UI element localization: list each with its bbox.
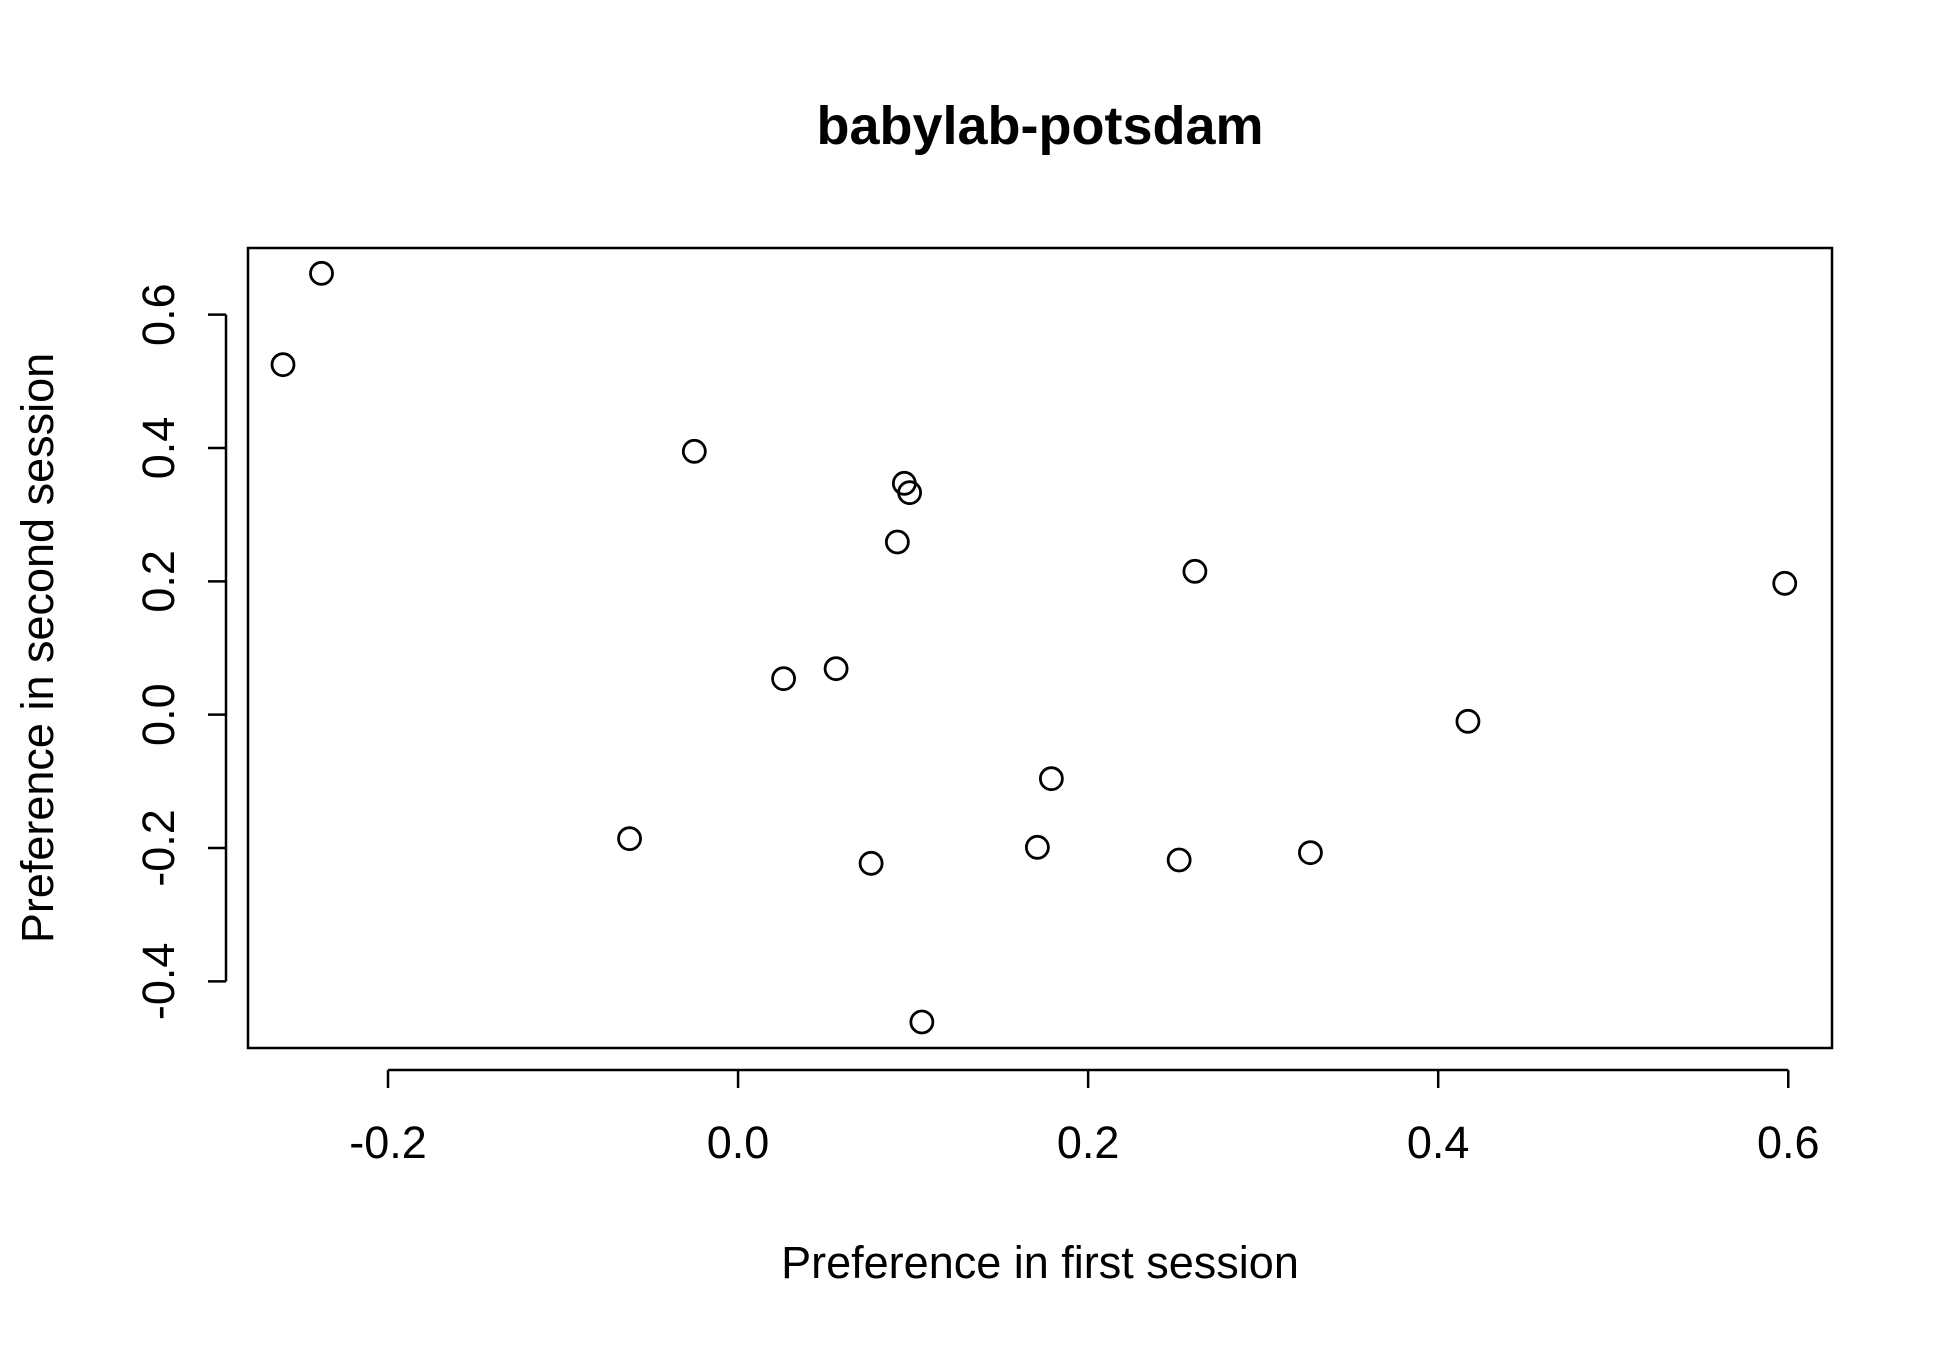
data-points [270, 260, 1798, 1035]
x-tick-label: 0.6 [1757, 1117, 1820, 1168]
data-point [270, 352, 296, 378]
data-point [1024, 834, 1050, 860]
data-point [681, 438, 707, 464]
x-tick-label: -0.2 [349, 1117, 427, 1168]
y-tick-label: -0.2 [133, 809, 184, 887]
data-point [771, 666, 796, 692]
data-point [1455, 708, 1481, 734]
data-point [909, 1009, 935, 1035]
x-axis: -0.2 0.0 0.2 0.4 0.6 [349, 1068, 1820, 1168]
y-axis-label: Preference in second session [12, 353, 63, 943]
x-tick-label: 0.2 [1057, 1117, 1120, 1168]
y-axis: -0.4 -0.2 0.0 0.2 0.4 0.6 [133, 283, 228, 1021]
x-tick-label: 0.4 [1407, 1117, 1470, 1168]
y-tick-label: 0.0 [133, 683, 184, 746]
plot-frame [246, 246, 1834, 1050]
y-tick-label: -0.4 [133, 943, 184, 1021]
data-point [1038, 766, 1064, 792]
data-point [823, 656, 849, 682]
data-point [1166, 847, 1192, 873]
data-point [884, 529, 910, 555]
data-point [1298, 840, 1323, 866]
chart-title: babylab-potsdam [816, 96, 1263, 156]
data-point [309, 260, 334, 286]
y-tick-label: 0.4 [133, 417, 184, 480]
data-point [617, 826, 642, 852]
data-point [1182, 558, 1208, 584]
data-point [858, 850, 884, 876]
y-tick-label: 0.6 [133, 283, 184, 346]
x-axis-label: Preference in first session [781, 1237, 1299, 1288]
y-tick-label: 0.2 [133, 550, 184, 613]
data-point [897, 480, 923, 506]
data-point [1772, 570, 1798, 596]
x-tick-label: 0.0 [707, 1117, 770, 1168]
